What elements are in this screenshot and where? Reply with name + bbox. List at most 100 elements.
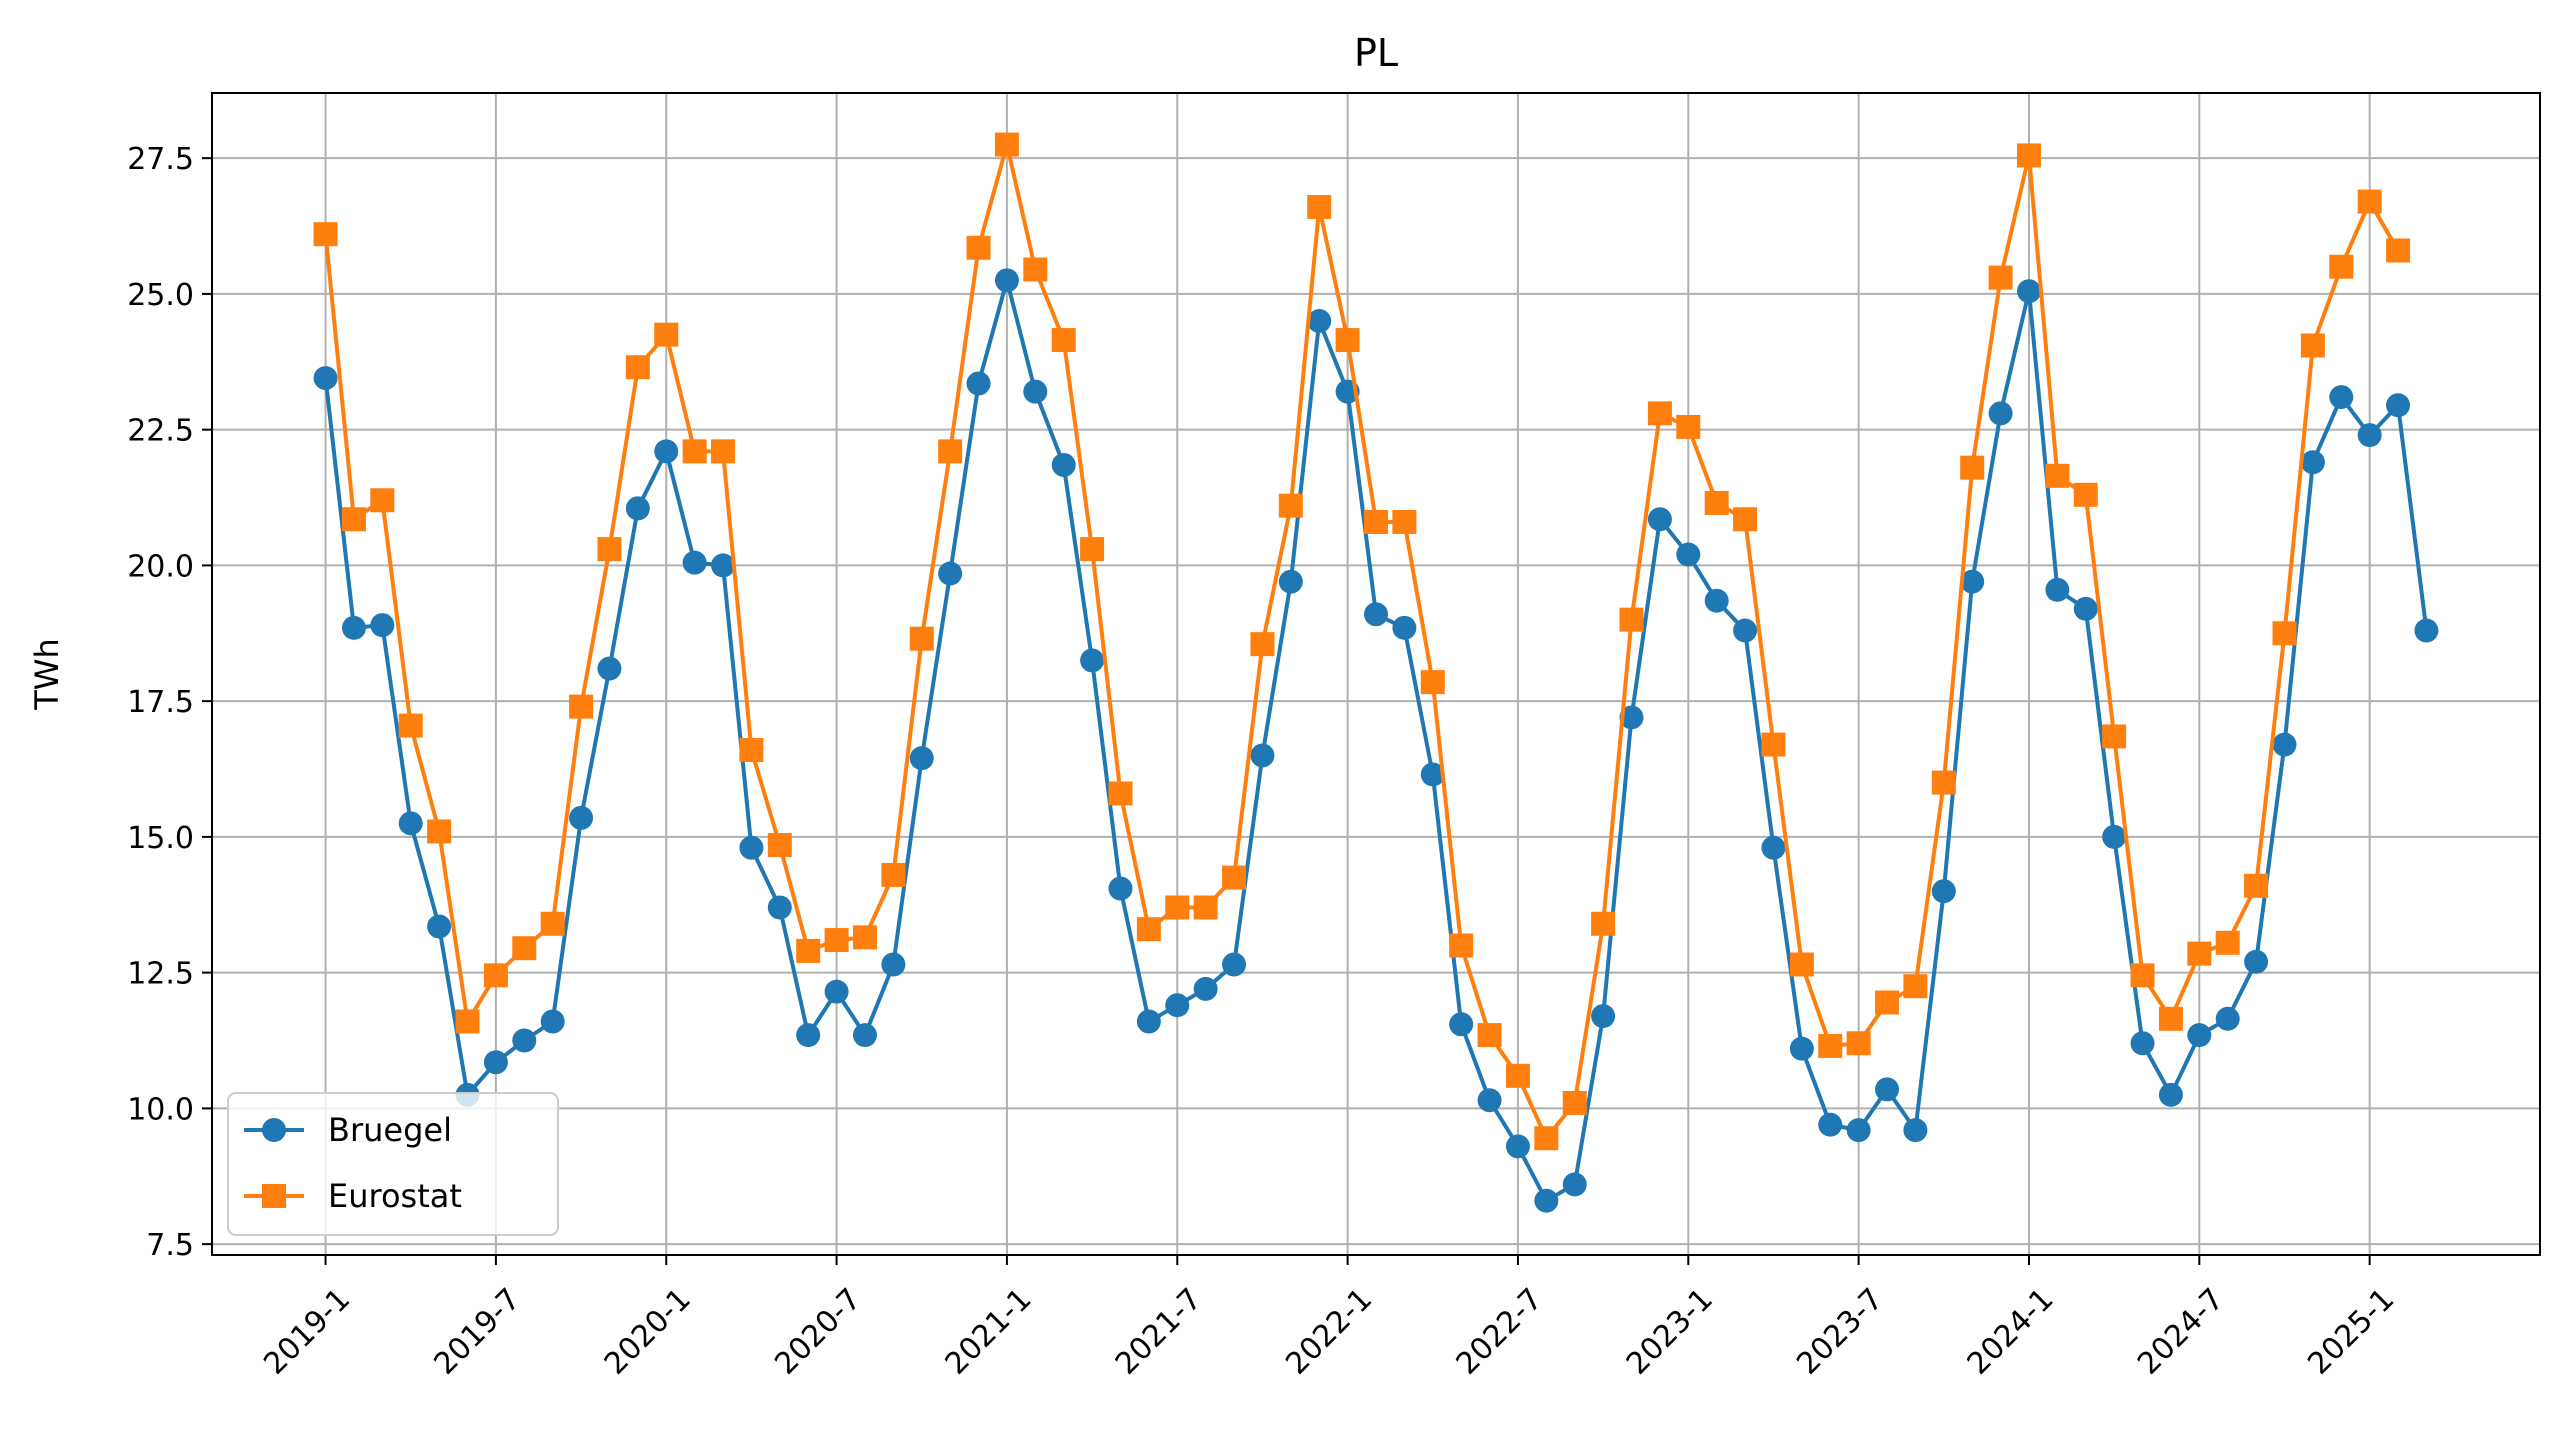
data-point bbox=[1733, 618, 1758, 643]
data-point bbox=[2386, 393, 2411, 418]
data-point bbox=[2187, 941, 2212, 966]
series-bruegel bbox=[313, 268, 2439, 1213]
data-point bbox=[427, 914, 452, 939]
data-point bbox=[625, 496, 650, 521]
data-point bbox=[1534, 1126, 1559, 1151]
series-eurostat bbox=[313, 132, 2411, 1151]
data-point bbox=[1903, 1118, 1928, 1143]
legend-item-bruegel: Bruegel bbox=[244, 1111, 452, 1149]
data-point bbox=[2272, 621, 2297, 646]
data-point bbox=[1023, 379, 1048, 404]
data-point bbox=[1562, 1172, 1587, 1197]
data-point bbox=[1591, 911, 1616, 936]
data-point bbox=[1080, 648, 1105, 673]
data-point bbox=[1449, 1012, 1474, 1037]
data-point bbox=[994, 132, 1019, 157]
data-point bbox=[1420, 670, 1445, 695]
plot-area bbox=[212, 93, 2540, 1255]
data-point bbox=[1222, 865, 1247, 890]
data-point bbox=[1676, 414, 1701, 439]
data-point bbox=[1307, 309, 1332, 334]
data-point bbox=[711, 439, 736, 464]
data-point bbox=[1420, 762, 1445, 787]
data-point bbox=[966, 371, 991, 396]
data-point bbox=[1591, 1004, 1616, 1029]
data-point bbox=[1136, 917, 1161, 942]
y-tick-label: 25.0 bbox=[127, 278, 194, 313]
data-point bbox=[739, 738, 764, 763]
y-tick-label: 22.5 bbox=[127, 414, 194, 449]
data-point bbox=[796, 938, 821, 963]
data-point bbox=[1278, 493, 1303, 518]
data-point bbox=[1647, 401, 1672, 426]
data-point bbox=[2102, 824, 2127, 849]
data-point bbox=[1193, 895, 1218, 920]
data-point bbox=[824, 979, 849, 1004]
data-point bbox=[1477, 1023, 1502, 1048]
data-point bbox=[1988, 265, 2013, 290]
data-point bbox=[1761, 835, 1786, 860]
data-point bbox=[1505, 1063, 1530, 1088]
data-point bbox=[739, 835, 764, 860]
series-line bbox=[323, 142, 2400, 1141]
data-point bbox=[994, 268, 1019, 293]
data-point bbox=[2244, 949, 2269, 974]
data-point bbox=[370, 488, 395, 513]
data-point bbox=[824, 928, 849, 953]
data-point bbox=[1846, 1118, 1871, 1143]
data-point bbox=[2102, 724, 2127, 749]
axes-frame bbox=[211, 92, 2541, 1256]
data-point bbox=[1761, 732, 1786, 757]
data-point bbox=[1392, 615, 1417, 640]
data-point bbox=[455, 1009, 480, 1034]
data-point bbox=[1307, 195, 1332, 220]
data-point bbox=[1960, 455, 1985, 480]
data-point bbox=[398, 713, 423, 738]
data-point bbox=[1704, 588, 1729, 613]
data-point bbox=[1846, 1031, 1871, 1056]
data-point bbox=[1505, 1134, 1530, 1159]
data-point bbox=[1392, 509, 1417, 534]
data-point bbox=[1562, 1090, 1587, 1115]
y-tick-label: 10.0 bbox=[127, 1092, 194, 1127]
data-point bbox=[1818, 1033, 1843, 1058]
y-tick-label: 7.5 bbox=[146, 1228, 194, 1263]
data-point bbox=[881, 862, 906, 887]
data-point bbox=[1875, 1077, 1900, 1102]
data-point bbox=[569, 805, 594, 830]
legend-label: Eurostat bbox=[328, 1177, 462, 1215]
data-point bbox=[852, 1023, 877, 1048]
data-point bbox=[2215, 930, 2240, 955]
data-point bbox=[427, 819, 452, 844]
data-point bbox=[1051, 328, 1076, 353]
data-point bbox=[483, 1050, 508, 1075]
data-point bbox=[1931, 879, 1956, 904]
data-point bbox=[682, 439, 707, 464]
y-tick-label: 12.5 bbox=[127, 957, 194, 992]
data-point bbox=[852, 925, 877, 950]
y-tick-label: 17.5 bbox=[127, 685, 194, 720]
data-point bbox=[341, 507, 366, 532]
y-axis-label: TWh bbox=[28, 638, 66, 710]
data-point bbox=[682, 550, 707, 575]
data-point bbox=[1903, 974, 1928, 999]
data-point bbox=[1165, 895, 1190, 920]
data-point bbox=[313, 366, 338, 391]
data-point bbox=[2187, 1023, 2212, 1048]
data-point bbox=[2130, 1031, 2155, 1056]
data-point bbox=[654, 322, 679, 347]
data-point bbox=[1278, 569, 1303, 594]
data-point bbox=[483, 963, 508, 988]
data-point bbox=[966, 235, 991, 260]
data-point bbox=[2073, 482, 2098, 507]
legend: Bruegel Eurostat bbox=[227, 1092, 559, 1236]
data-point bbox=[2215, 1006, 2240, 1031]
data-point bbox=[540, 1009, 565, 1034]
data-point bbox=[341, 615, 366, 640]
legend-box bbox=[227, 1092, 559, 1236]
data-point bbox=[540, 911, 565, 936]
data-point bbox=[2158, 1006, 2183, 1031]
data-point bbox=[1108, 781, 1133, 806]
data-point bbox=[1988, 401, 2013, 426]
